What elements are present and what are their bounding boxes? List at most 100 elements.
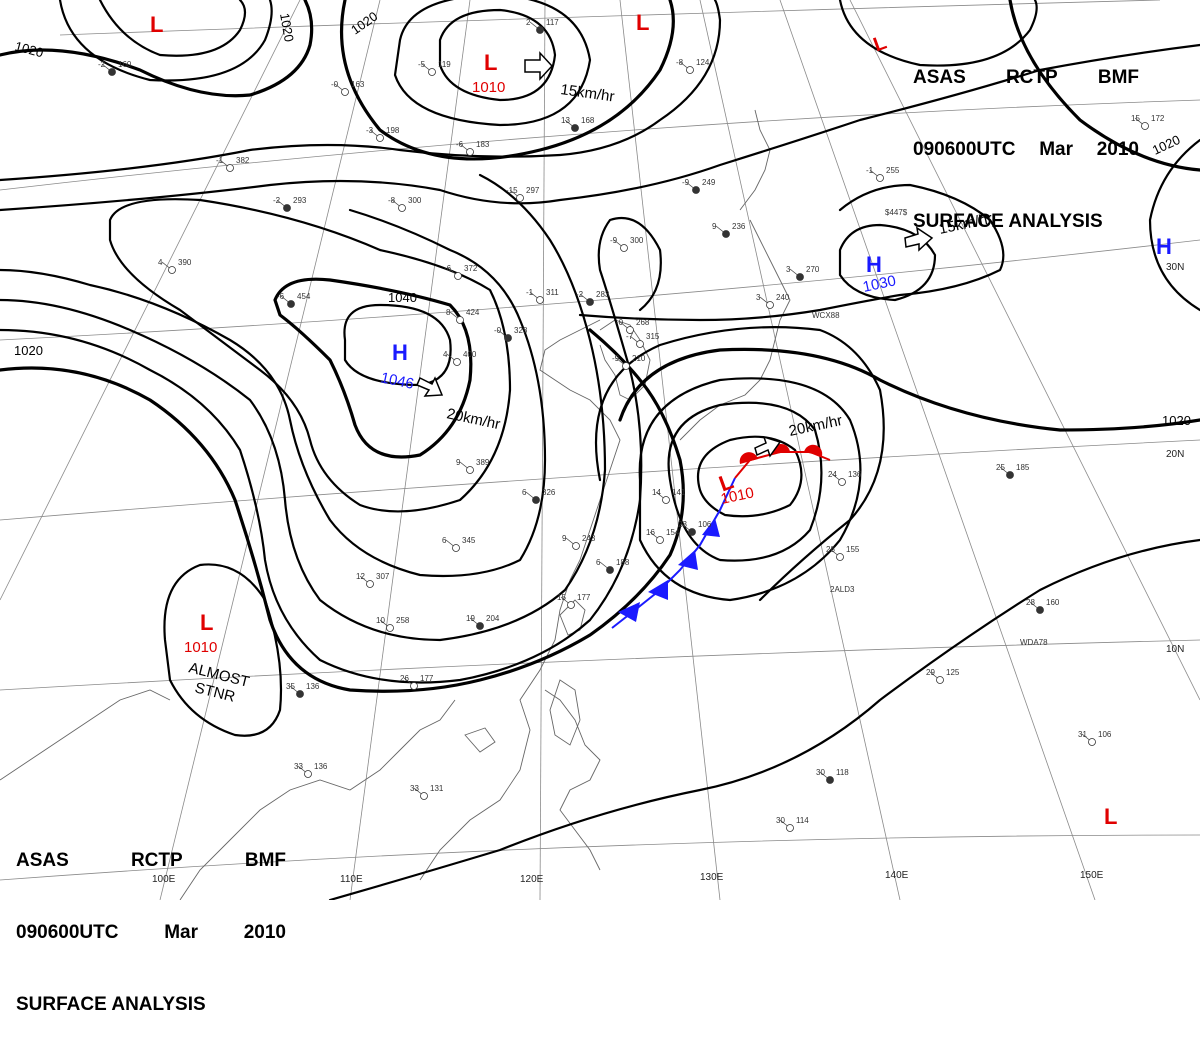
station-circle-icon	[466, 148, 474, 156]
station-pressure: 136	[306, 682, 320, 691]
station-pressure: 270	[806, 265, 820, 274]
station-pressure: 168	[581, 116, 595, 125]
longitude-label: 150E	[1080, 870, 1104, 881]
station-circle-icon	[586, 298, 594, 306]
station-temperature: 23	[678, 520, 687, 529]
low-pressure-symbol: L	[484, 50, 497, 75]
station-model: 33 131	[410, 784, 444, 800]
chart-header-bottom: ASAS RCTP BMF 090600UTC Mar 2010 SURFACE…	[16, 801, 286, 1041]
cold-front-triangle	[678, 550, 698, 570]
station-model: 9 389	[456, 458, 490, 474]
station-temperature: 15	[1131, 114, 1140, 123]
station-model: -1 382	[216, 156, 250, 172]
station-circle-icon	[304, 770, 312, 778]
station-temperature: 31	[1078, 730, 1087, 739]
coastlines	[0, 109, 791, 900]
station-temperature: 6	[522, 488, 527, 497]
station-temperature: 29	[926, 668, 935, 677]
pressure-value: 1030	[861, 272, 897, 296]
warm-front-semicircle	[804, 444, 823, 456]
coastline-china	[419, 319, 621, 881]
warm-front-semicircle	[739, 452, 758, 464]
station-pressure: 311	[546, 288, 559, 297]
agency-code: ASAS	[913, 67, 966, 88]
station-circle-icon	[766, 301, 774, 309]
station-circle-icon	[536, 26, 544, 34]
pressure-value: 1010	[472, 79, 505, 96]
ship-id: WDA78	[1020, 638, 1048, 647]
longitude-line	[159, 0, 381, 900]
station-circle-icon	[283, 204, 291, 212]
station-temperature: 4	[158, 258, 163, 267]
station-circle-icon	[420, 792, 428, 800]
station-circle-icon	[662, 496, 670, 504]
station-model: -2 283	[576, 290, 610, 306]
station-circle-icon	[386, 624, 394, 632]
station-pressure: 300	[408, 196, 422, 205]
station-circle-icon	[692, 186, 700, 194]
station-temperature: 25	[996, 463, 1005, 472]
station-temperature: 8	[446, 308, 451, 317]
station-temperature: 28	[1026, 598, 1035, 607]
station-model: 14 141	[652, 488, 686, 504]
station-temperature: 9	[562, 534, 567, 543]
station-pressure: 198	[386, 126, 400, 135]
station-model: 24 136	[828, 470, 862, 486]
station-circle-icon	[836, 553, 844, 561]
isobar	[638, 377, 862, 602]
station-temperature: 4	[443, 350, 448, 359]
station-pressure: 268	[636, 318, 650, 327]
station-temperature: -1	[526, 288, 534, 297]
station-temperature: -5	[418, 60, 426, 69]
station-temperature: 33	[294, 762, 303, 771]
low-pressure-symbol: L	[871, 32, 890, 57]
station-temperature: -0	[331, 80, 339, 89]
pressure-centers: L L 1010 L L H 1046 H 1030 H L 1010 L 10…	[150, 10, 1172, 829]
station-model: 15 172	[1131, 114, 1165, 130]
station-temperature: 26	[400, 674, 409, 683]
latitude-line	[0, 834, 1200, 881]
station-pressure: 258	[396, 616, 410, 625]
isobar-1020	[618, 347, 1200, 432]
station-model: 6 326	[522, 488, 556, 504]
station-pressure: 382	[236, 156, 250, 165]
coastline-bay	[0, 689, 171, 781]
station-pressure: 141	[672, 488, 686, 497]
station-temperature: -0	[494, 326, 502, 335]
station-circle-icon	[622, 362, 630, 370]
station-circle-icon	[504, 334, 512, 342]
station-pressure: 188	[616, 558, 630, 567]
station-temperature: 16	[646, 528, 655, 537]
station-circle-icon	[1036, 606, 1044, 614]
station-model: 26 177	[400, 674, 434, 690]
station-model: -1 311	[526, 288, 559, 304]
isobar	[0, 43, 1200, 212]
isobar-1020	[1008, 0, 1200, 172]
station-circle-icon	[226, 164, 234, 172]
station-temperature: -0	[616, 318, 624, 327]
station-temperature: 14	[652, 488, 661, 497]
station-model: 9 236	[712, 222, 746, 238]
station-circle-icon	[428, 68, 436, 76]
station-pressure: 297	[526, 186, 540, 195]
station-model: 28 155	[826, 545, 860, 561]
agency-row: ASAS RCTP BMF	[16, 849, 286, 873]
station-model: 30 114	[776, 816, 809, 832]
ship-id: 2ALD3	[830, 585, 855, 594]
station-model: 6 345	[442, 536, 476, 552]
station-temperature: 15	[557, 593, 566, 602]
station-temperature: -6	[456, 140, 464, 149]
low-pressure-symbol: L	[636, 10, 649, 35]
valid-month: Mar	[164, 922, 198, 943]
longitude-line	[779, 0, 1096, 900]
valid-year: 2010	[243, 922, 286, 943]
station-circle-icon	[656, 536, 664, 544]
pressure-value: 1010	[719, 484, 755, 508]
pressure-value: 1010	[184, 639, 217, 656]
longitude-line	[849, 0, 1200, 701]
station-temperature: -3	[366, 126, 374, 135]
station-pressure: 400	[463, 350, 477, 359]
isobar	[1148, 138, 1200, 312]
station-model: 4 390	[158, 258, 192, 274]
valid-month: Mar	[1039, 139, 1073, 160]
